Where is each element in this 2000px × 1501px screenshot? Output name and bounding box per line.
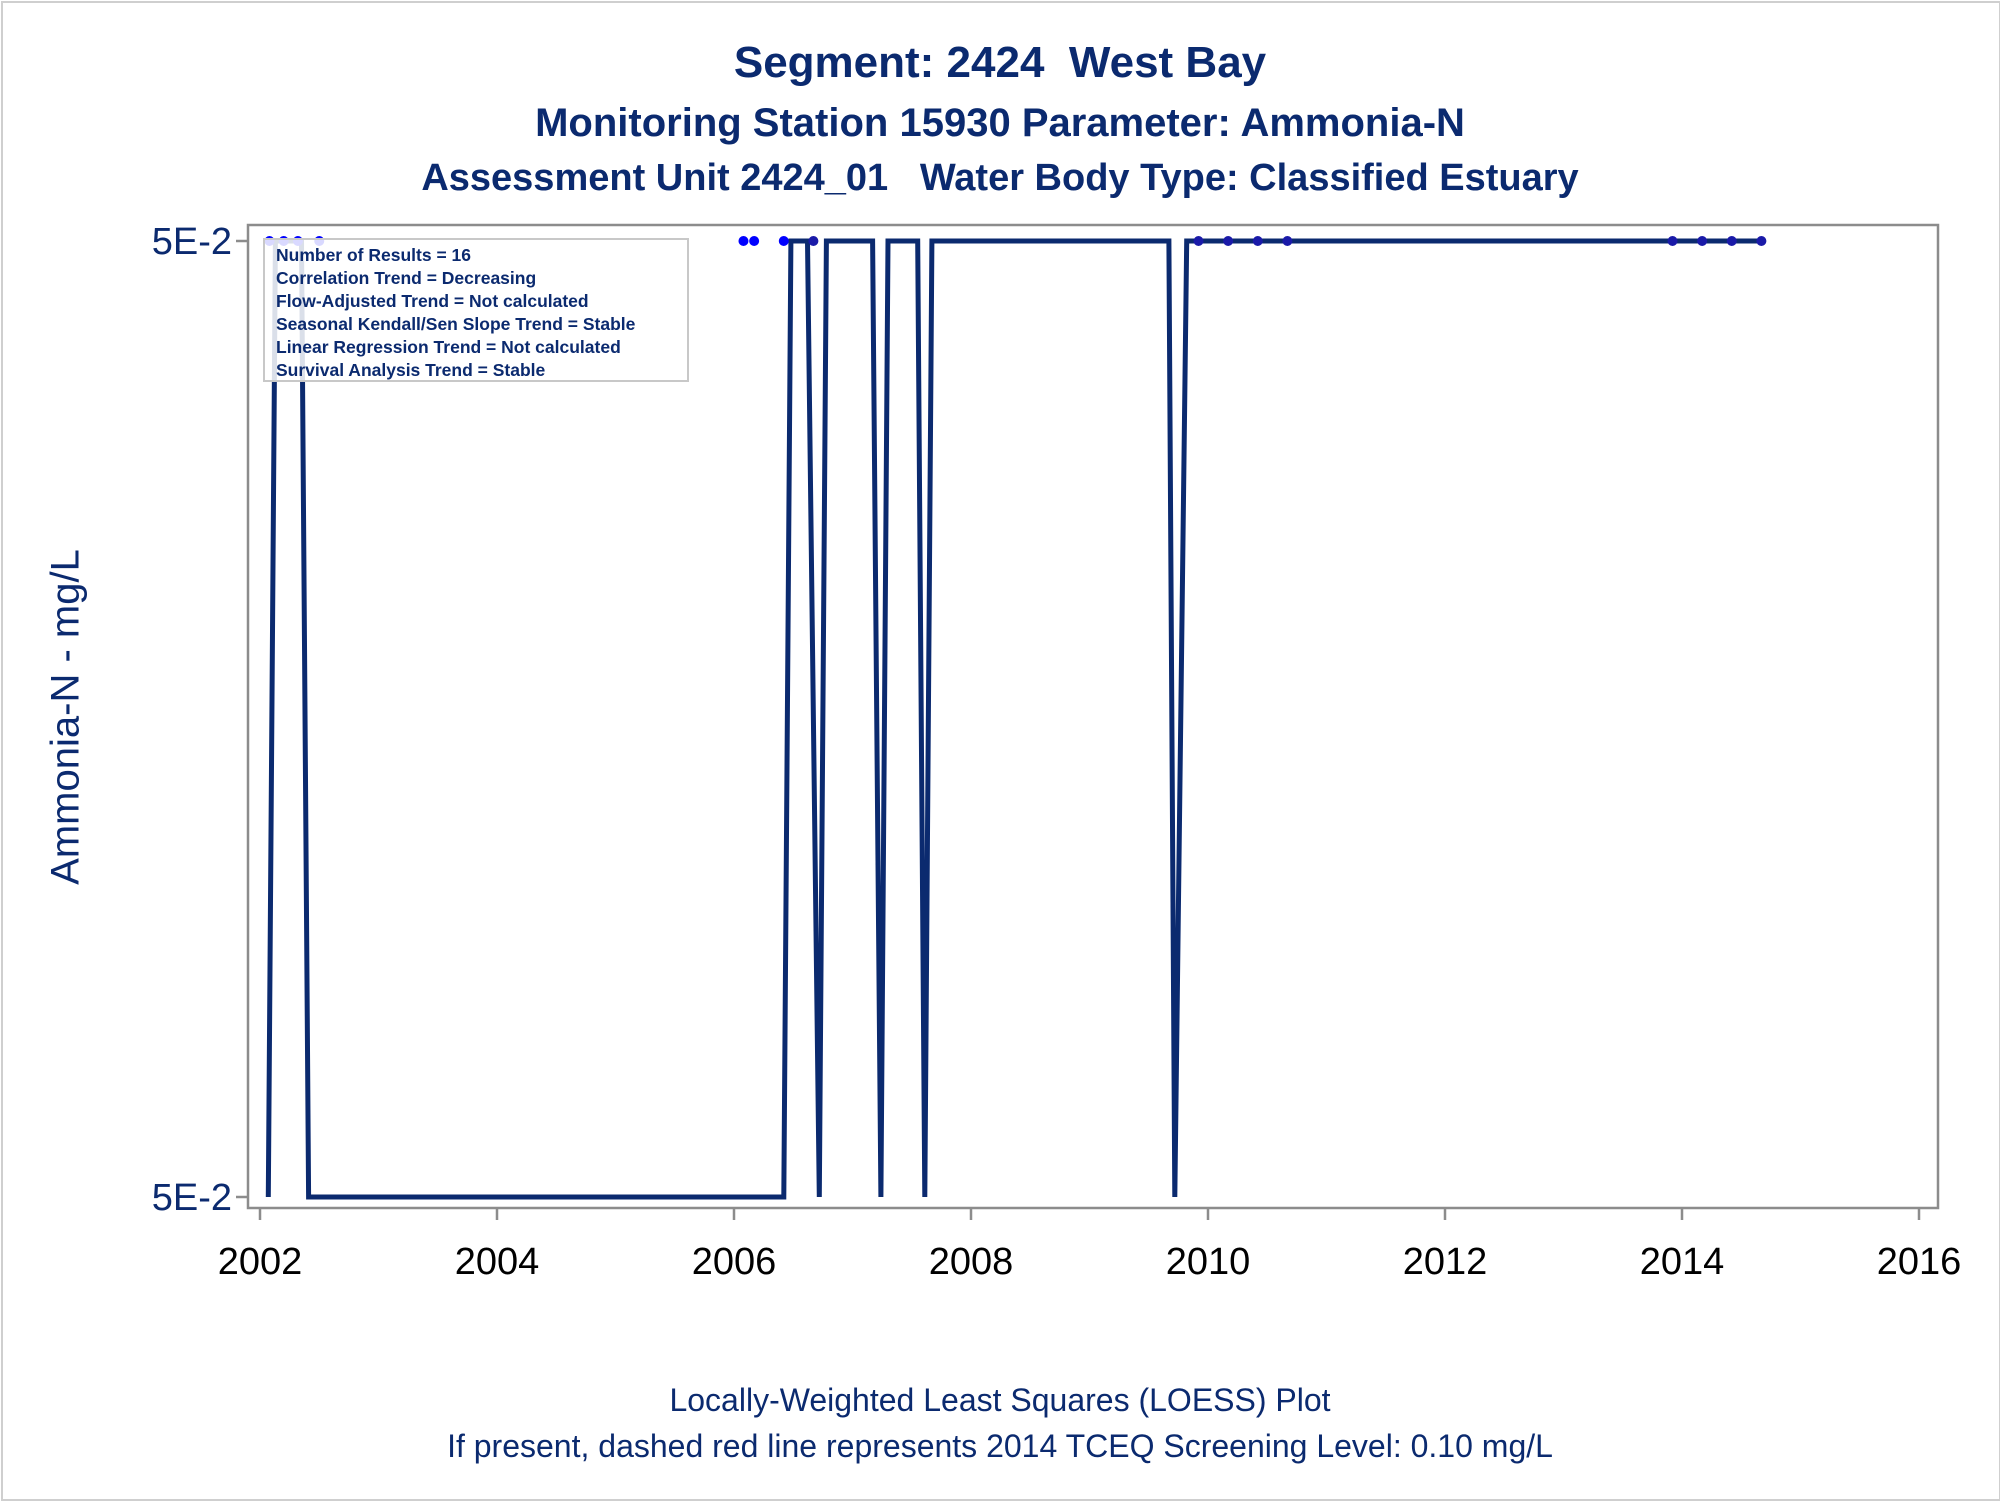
x-tick-label: 2004 <box>455 1241 540 1283</box>
x-tick-label: 2012 <box>1403 1241 1488 1283</box>
data-point <box>778 236 789 246</box>
stat-seasonal-kendall-trend: Seasonal Kendall/Sen Slope Trend = Stabl… <box>276 314 636 334</box>
y-tick-label: 5E-2 <box>152 1177 232 1219</box>
x-tick-label: 2008 <box>929 1241 1014 1283</box>
chart-subtitle-assessment: Assessment Unit 2424_01 Water Body Type:… <box>421 157 1579 199</box>
chart-subtitle-station: Monitoring Station 15930 Parameter: Ammo… <box>535 101 1465 145</box>
data-point <box>1726 236 1737 246</box>
data-point <box>1697 236 1708 246</box>
stat-survival-analysis-trend: Survival Analysis Trend = Stable <box>276 360 546 380</box>
footnote-screening-level: If present, dashed red line represents 2… <box>447 1428 1553 1464</box>
stat-number-of-results: Number of Results = 16 <box>276 245 471 265</box>
data-point <box>1667 236 1678 246</box>
x-tick-label: 2010 <box>1166 1241 1251 1283</box>
data-point <box>1252 236 1263 246</box>
data-point <box>808 236 819 246</box>
trend-stats-box: Number of Results = 16 Correlation Trend… <box>263 238 689 382</box>
footnote-loess: Locally-Weighted Least Squares (LOESS) P… <box>669 1382 1331 1418</box>
data-point <box>749 236 760 246</box>
data-point <box>1282 236 1293 246</box>
loess-line <box>265 238 1762 1200</box>
x-tick-label: 2006 <box>692 1241 777 1283</box>
x-tick-label: 2002 <box>218 1241 303 1283</box>
plot-area-frame <box>246 223 1940 1210</box>
data-point <box>1756 236 1767 246</box>
data-point <box>738 236 749 246</box>
x-tick-label: 2016 <box>1877 1241 1962 1283</box>
y-tick-label: 5E-2 <box>152 221 232 263</box>
stat-flow-adjusted-trend: Flow-Adjusted Trend = Not calculated <box>276 291 589 311</box>
x-tick-label: 2014 <box>1640 1241 1725 1283</box>
stat-linear-regression-trend: Linear Regression Trend = Not calculated <box>276 337 621 357</box>
stat-correlation-trend: Correlation Trend = Decreasing <box>276 268 537 288</box>
chart-title: Segment: 2424 West Bay <box>733 38 1267 87</box>
data-point <box>1223 236 1234 246</box>
data-point <box>1193 236 1204 246</box>
